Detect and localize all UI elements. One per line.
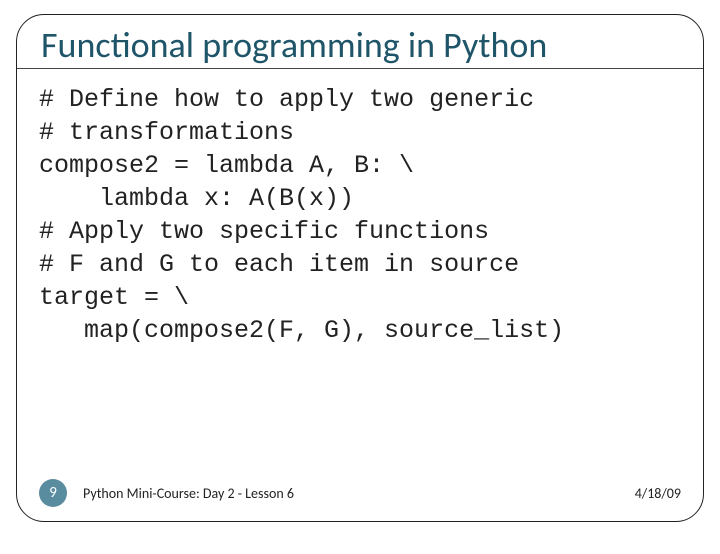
code-line: compose2 = lambda A, B: \ [39,151,414,180]
code-line: lambda x: A(B(x)) [39,184,354,213]
code-line: # Define how to apply two generic [39,85,534,114]
slide-frame: Functional programming in Python # Defin… [16,14,704,522]
code-block: # Define how to apply two generic # tran… [17,83,703,347]
code-line: target = \ [39,283,189,312]
code-line: # transformations [39,118,294,147]
slide-footer: 9 Python Mini-Course: Day 2 - Lesson 6 4… [17,479,703,507]
footer-date: 4/18/09 [635,485,681,502]
footer-course: Python Mini-Course: Day 2 - Lesson 6 [67,485,635,502]
page-number-badge: 9 [39,479,67,507]
code-line: # Apply two specific functions [39,217,489,246]
code-line: map(compose2(F, G), source_list) [39,316,564,345]
code-line: # F and G to each item in source [39,250,519,279]
slide-title: Functional programming in Python [17,15,703,69]
